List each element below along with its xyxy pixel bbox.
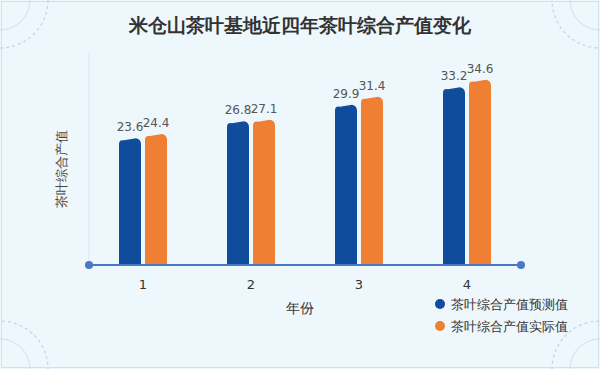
axis-end <box>517 261 525 269</box>
data-label: 26.8 <box>225 103 252 117</box>
corner-ornament <box>570 0 600 30</box>
x-tick-label: 2 <box>247 277 255 292</box>
bar <box>145 134 167 265</box>
bars <box>119 80 491 265</box>
background <box>0 0 600 369</box>
legend-marker <box>435 321 445 331</box>
chart: 米仓山茶叶基地近四年茶叶综合产值变化茶叶综合产值 23.6 26.8 29.9 33.2… <box>0 0 600 369</box>
x-tick-label: 1 <box>139 277 147 292</box>
corner-ornament <box>0 321 48 369</box>
data-label: 29.9 <box>333 87 360 101</box>
legend-marker <box>435 299 445 309</box>
bar <box>253 120 275 265</box>
data-label: 24.4 <box>143 116 170 130</box>
data-label: 23.6 <box>117 120 144 134</box>
bar <box>443 87 465 265</box>
data-label: 34.6 <box>467 62 494 76</box>
data-label: 27.1 <box>251 102 278 116</box>
legend-label: 茶叶综合产值预测值 <box>451 297 568 312</box>
x-axis <box>89 264 521 266</box>
data-label: 31.4 <box>359 79 386 93</box>
title: 米仓山茶叶基地近四年茶叶综合产值变化 <box>128 14 472 36</box>
bar <box>361 97 383 265</box>
x-axis-label: 年份 <box>286 300 314 316</box>
bar <box>119 138 141 265</box>
corner-ornament <box>570 339 600 369</box>
corner-ornament <box>0 339 30 369</box>
bar <box>335 105 357 265</box>
y-axis-label: 茶叶综合产值 <box>54 130 69 208</box>
x-tick-label: 4 <box>463 277 471 292</box>
frame <box>2 2 599 368</box>
legend-label: 茶叶综合产值实际值 <box>451 319 568 334</box>
x-tick-label: 3 <box>355 277 363 292</box>
corner-ornament <box>0 0 30 30</box>
data-label: 33.2 <box>441 69 468 83</box>
corner-ornament <box>0 0 48 48</box>
bar <box>469 80 491 265</box>
axis-end <box>85 261 93 269</box>
bar <box>227 121 249 265</box>
y-axis <box>89 52 90 265</box>
corner-ornament <box>552 0 600 48</box>
